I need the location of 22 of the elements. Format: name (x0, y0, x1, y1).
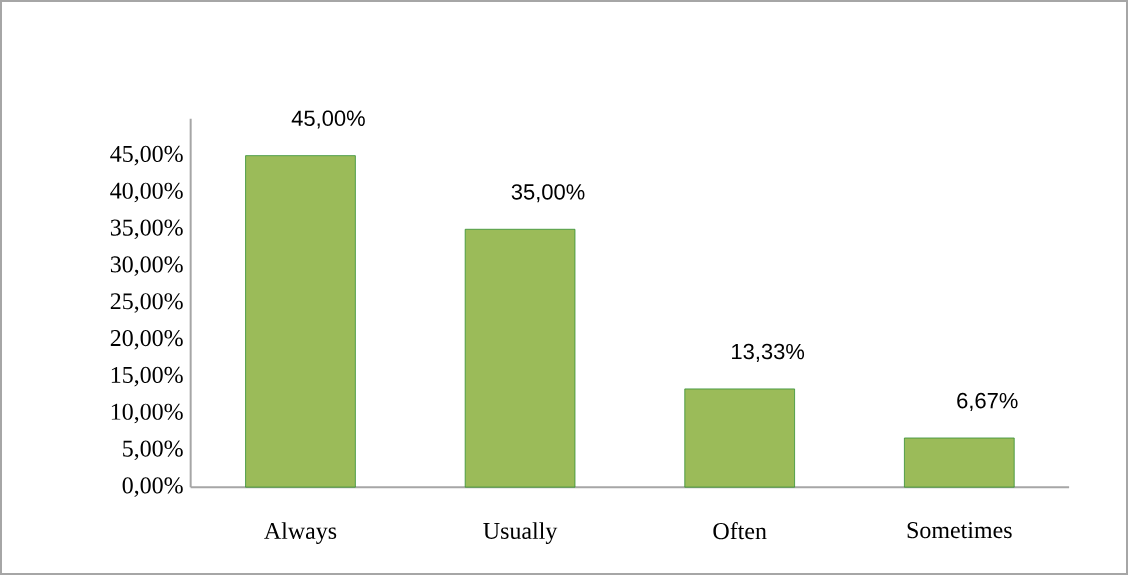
x-tick-label: Always (264, 522, 337, 544)
data-label: 6,67% (957, 392, 1018, 411)
y-tick-label: 0,00% (122, 477, 183, 497)
y-tick-label: 30,00% (110, 256, 183, 276)
y-tick-label: 45,00% (110, 145, 183, 166)
y-tick-label: 10,00% (111, 403, 183, 424)
bar (904, 437, 1015, 488)
y-tick-label: 5,00% (123, 440, 183, 461)
x-tick-label: Usually (483, 522, 558, 544)
x-tick-label: Sometimes (907, 522, 1012, 539)
bar (464, 228, 576, 488)
y-tick-label: 20,00% (110, 329, 183, 350)
y-tick-label: 35,00% (110, 219, 183, 240)
bar (684, 388, 795, 488)
bar (245, 155, 356, 488)
data-label: 35,00% (511, 184, 585, 203)
y-tick-label: 40,00% (110, 182, 183, 203)
data-label: 45,00% (291, 110, 365, 129)
data-label: 13,33% (732, 343, 805, 362)
y-tick-label: 25,00% (110, 293, 183, 313)
x-tick-label: Often (713, 522, 767, 540)
y-tick-label: 15,00% (111, 366, 183, 387)
